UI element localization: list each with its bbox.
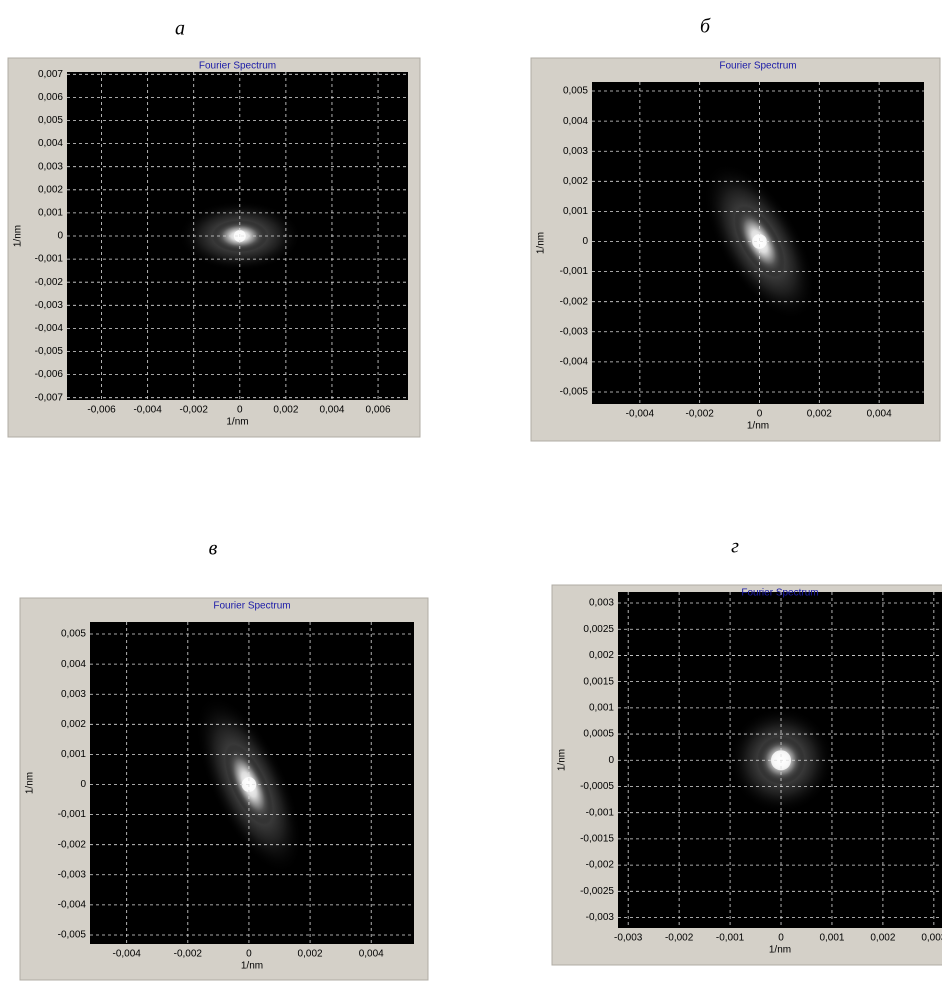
x-tick-label: 0 bbox=[246, 949, 252, 960]
y-tick-label: 0,006 bbox=[38, 92, 63, 103]
y-tick-label: 0,005 bbox=[61, 629, 86, 640]
y-tick-label: 0 bbox=[80, 779, 86, 790]
y-axis-label: 1/nm bbox=[13, 225, 24, 247]
x-axis-label: 1/nm bbox=[241, 961, 263, 972]
y-tick-label: 0,002 bbox=[563, 176, 588, 187]
y-tick-label: -0,004 bbox=[58, 900, 87, 911]
x-tick-label: 0,004 bbox=[319, 405, 344, 416]
y-tick-label: -0,0005 bbox=[580, 781, 614, 792]
panel-label: в bbox=[209, 538, 218, 560]
y-axis-label: 1/nm bbox=[25, 772, 36, 794]
y-tick-label: -0,003 bbox=[560, 326, 589, 337]
x-tick-label: -0,004 bbox=[112, 949, 141, 960]
x-tick-label: -0,002 bbox=[665, 933, 694, 944]
y-tick-label: -0,002 bbox=[35, 277, 64, 288]
x-tick-label: -0,006 bbox=[87, 405, 116, 416]
y-tick-label: 0 bbox=[608, 755, 614, 766]
y-axis-label: 1/nm bbox=[557, 749, 568, 771]
figure: а Fourier Spectrum -0,006 -0,004 -0,002 0 0,00… bbox=[0, 0, 942, 981]
x-axis-label: 1/nm bbox=[226, 417, 248, 428]
y-tick-label: 0,002 bbox=[61, 719, 86, 730]
x-tick-label: -0,001 bbox=[716, 933, 745, 944]
y-tick-label: -0,002 bbox=[560, 296, 589, 307]
y-tick-label: 0,003 bbox=[589, 598, 614, 609]
y-tick-label: -0,003 bbox=[35, 300, 64, 311]
y-tick-label: -0,0015 bbox=[580, 834, 614, 845]
y-tick-label: 0,0005 bbox=[583, 729, 614, 740]
x-tick-label: 0,003 bbox=[921, 933, 942, 944]
x-tick-label: 0,002 bbox=[870, 933, 895, 944]
x-tick-label: 0,004 bbox=[359, 949, 384, 960]
x-tick-label: 0,002 bbox=[807, 409, 832, 420]
y-tick-label: -0,005 bbox=[35, 346, 64, 357]
x-axis-label: 1/nm bbox=[747, 421, 769, 432]
x-tick-label: 0,004 bbox=[867, 409, 892, 420]
y-axis-label: 1/nm bbox=[536, 232, 547, 254]
y-tick-label: 0,004 bbox=[38, 138, 63, 149]
chart-title: Fourier Spectrum bbox=[719, 61, 796, 72]
y-tick-label: -0,002 bbox=[58, 839, 87, 850]
panel-label: б bbox=[700, 16, 711, 38]
y-tick-label: -0,007 bbox=[35, 392, 64, 403]
y-tick-label: -0,004 bbox=[560, 357, 589, 368]
x-tick-label: -0,003 bbox=[614, 933, 643, 944]
chart-title: Fourier Spectrum bbox=[741, 588, 818, 599]
y-tick-label: 0,003 bbox=[38, 161, 63, 172]
y-tick-label: -0,001 bbox=[35, 254, 64, 265]
y-tick-label: 0,001 bbox=[589, 702, 614, 713]
y-tick-label: 0,0025 bbox=[583, 624, 614, 635]
x-tick-label: 0,006 bbox=[366, 405, 391, 416]
y-tick-label: -0,003 bbox=[586, 912, 615, 923]
x-tick-label: -0,004 bbox=[626, 409, 655, 420]
y-tick-label: -0,001 bbox=[58, 809, 87, 820]
y-tick-label: 0,003 bbox=[563, 146, 588, 157]
y-tick-label: 0,005 bbox=[38, 115, 63, 126]
x-tick-label: 0,001 bbox=[819, 933, 844, 944]
x-tick-label: 0,002 bbox=[298, 949, 323, 960]
y-tick-label: -0,0025 bbox=[580, 886, 614, 897]
y-tick-label: 0,004 bbox=[61, 659, 86, 670]
y-tick-label: -0,005 bbox=[58, 930, 87, 941]
y-tick-label: 0 bbox=[57, 231, 63, 242]
y-tick-label: 0,007 bbox=[38, 69, 63, 80]
y-tick-label: -0,006 bbox=[35, 369, 64, 380]
y-tick-label: -0,001 bbox=[586, 807, 615, 818]
chart-title: Fourier Spectrum bbox=[199, 61, 276, 72]
x-tick-label: 0 bbox=[237, 405, 243, 416]
x-tick-label: -0,002 bbox=[180, 405, 209, 416]
x-tick-label: 0 bbox=[778, 933, 784, 944]
y-tick-label: -0,003 bbox=[58, 869, 87, 880]
y-tick-label: 0,004 bbox=[563, 116, 588, 127]
x-axis-label: 1/nm bbox=[769, 945, 791, 956]
x-tick-label: -0,002 bbox=[174, 949, 203, 960]
y-tick-label: -0,001 bbox=[560, 266, 589, 277]
y-tick-label: 0,001 bbox=[38, 208, 63, 219]
y-tick-label: -0,005 bbox=[560, 387, 589, 398]
y-tick-label: 0,002 bbox=[38, 184, 63, 195]
y-tick-label: 0,005 bbox=[563, 86, 588, 97]
x-tick-label: 0 bbox=[757, 409, 763, 420]
y-tick-label: -0,002 bbox=[586, 860, 615, 871]
y-tick-label: -0,004 bbox=[35, 323, 64, 334]
x-tick-label: -0,004 bbox=[133, 405, 162, 416]
y-tick-label: 0,003 bbox=[61, 689, 86, 700]
y-tick-label: 0,001 bbox=[563, 206, 588, 217]
x-tick-label: 0,002 bbox=[273, 405, 298, 416]
y-tick-label: 0 bbox=[582, 236, 588, 247]
chart-title: Fourier Spectrum bbox=[213, 601, 290, 612]
panel-label: г bbox=[731, 536, 739, 558]
y-tick-label: 0,002 bbox=[589, 650, 614, 661]
x-tick-label: -0,002 bbox=[685, 409, 714, 420]
panel-label: а bbox=[175, 18, 185, 40]
y-tick-label: 0,0015 bbox=[583, 676, 614, 687]
y-tick-label: 0,001 bbox=[61, 749, 86, 760]
